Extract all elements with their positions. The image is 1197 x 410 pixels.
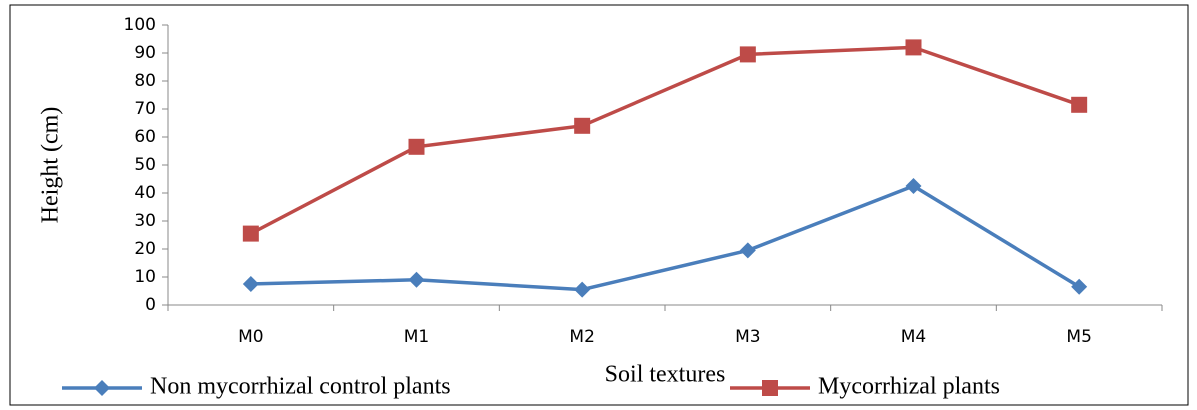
marker bbox=[242, 225, 259, 242]
marker bbox=[574, 117, 591, 134]
y-tick-label: 10 bbox=[134, 267, 156, 287]
x-axis-title: Soil textures bbox=[605, 362, 726, 388]
marker bbox=[242, 276, 259, 292]
marker bbox=[762, 380, 778, 396]
y-tick-label: 100 bbox=[124, 15, 156, 35]
legend-label: Mycorrhizal plants bbox=[818, 374, 1000, 400]
y-tick-label: 60 bbox=[134, 127, 156, 147]
series-line bbox=[250, 184, 1081, 292]
x-tick-label: M1 bbox=[404, 327, 429, 347]
marker bbox=[1071, 278, 1088, 295]
y-axis-title: Height (cm) bbox=[38, 107, 64, 224]
marker bbox=[905, 39, 922, 56]
series-line bbox=[250, 45, 1080, 236]
marker bbox=[905, 178, 922, 194]
x-tick-label: M3 bbox=[735, 327, 760, 347]
y-tick-label: 20 bbox=[134, 239, 156, 259]
x-tick-label: M2 bbox=[569, 327, 594, 347]
chart-border bbox=[9, 4, 1189, 406]
y-tick-label: 90 bbox=[134, 43, 156, 63]
marker bbox=[94, 380, 110, 396]
marker bbox=[408, 138, 425, 155]
marker bbox=[408, 271, 425, 288]
x-tick-label: M0 bbox=[238, 327, 263, 347]
y-tick-label: 50 bbox=[134, 155, 156, 175]
marker bbox=[739, 242, 756, 259]
y-tick-label: 30 bbox=[134, 211, 156, 231]
marker bbox=[1071, 96, 1088, 113]
x-tick-label: M4 bbox=[901, 327, 926, 347]
y-tick-label: 70 bbox=[134, 99, 156, 119]
x-tick-label: M5 bbox=[1066, 327, 1091, 347]
marker bbox=[739, 46, 756, 63]
y-tick-label: 80 bbox=[134, 71, 156, 91]
legend-label: Non mycorrhizal control plants bbox=[150, 374, 451, 400]
y-tick-label: 40 bbox=[134, 183, 156, 203]
marker bbox=[574, 281, 591, 298]
y-tick-label: 0 bbox=[145, 295, 156, 315]
